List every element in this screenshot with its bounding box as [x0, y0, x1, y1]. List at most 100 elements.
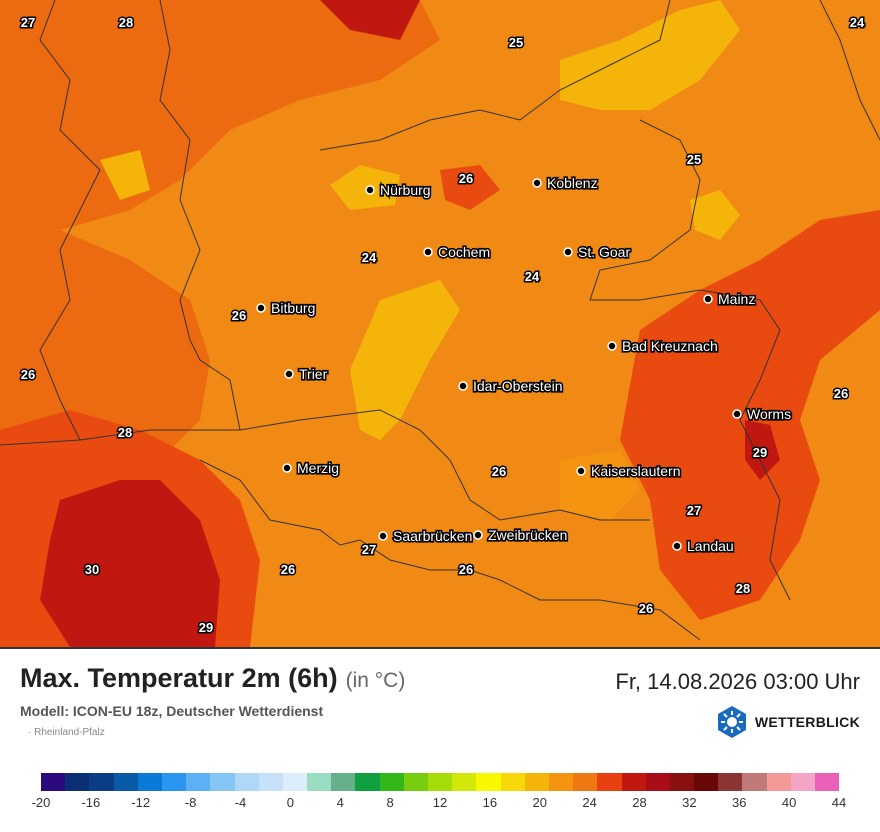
- city-dot: [732, 409, 742, 419]
- temperature-value: 24: [362, 250, 377, 265]
- border-north-east: [819, 0, 880, 141]
- temperature-value: 25: [687, 152, 701, 167]
- legend-swatch: [573, 773, 598, 791]
- legend-swatch: [307, 773, 332, 791]
- city-dot: [703, 294, 713, 304]
- city-label: Zweibrücken: [488, 527, 567, 543]
- title-text: Max. Temperatur 2m (6h): [20, 663, 338, 693]
- legend-tick-label: -12: [131, 795, 151, 810]
- wetterblick-brand[interactable]: WETTERBLICK: [715, 705, 860, 739]
- temperature-value: 26: [459, 562, 473, 577]
- temperature-value: 27: [687, 503, 701, 518]
- temperature-value: 28: [736, 581, 750, 596]
- legend-swatch: [186, 773, 211, 791]
- city-marker[interactable]: Merzig: [282, 458, 341, 478]
- temperature-value: 26: [21, 367, 35, 382]
- legend-swatch: [718, 773, 743, 791]
- city-dot: [563, 247, 573, 257]
- legend-tick-label: 32: [682, 795, 697, 810]
- city-label: Kaiserslautern: [591, 463, 681, 479]
- temperature-map: 27 28 25 24 26 25 24 24 26 26 26 28 29 26 27 27 30 26 26 28…: [0, 0, 880, 647]
- city-dot: [365, 185, 375, 195]
- wetterblick-logo-icon: [717, 706, 746, 738]
- legend-swatch: [548, 773, 574, 791]
- city-marker[interactable]: Trier: [284, 364, 329, 384]
- temperature-value: 25: [509, 35, 523, 50]
- model-info: Modell: ICON-EU 18z, Deutscher Wetterdie…: [20, 703, 324, 719]
- legend-tick-label: -8: [184, 795, 197, 810]
- city-label: Bitburg: [271, 300, 315, 316]
- legend-tick-label: 40: [781, 795, 797, 810]
- legend-swatch: [89, 773, 114, 791]
- border-france: [199, 459, 701, 641]
- border-north: [319, 0, 671, 151]
- city-marker[interactable]: Kaiserslautern: [576, 461, 682, 481]
- legend-swatch: [113, 773, 138, 791]
- legend-swatch: [65, 773, 90, 791]
- temperature-value: 26: [492, 464, 506, 479]
- city-dot: [423, 247, 433, 257]
- city-dot: [256, 303, 266, 313]
- city-dot: [532, 178, 542, 188]
- temperature-value: 26: [459, 171, 473, 186]
- very-hot-zone-south-west: [40, 480, 220, 647]
- map-canvas: 27 28 25 24 26 25 24 24 26 26 26 28 29 26 27 27 30 26 26 28…: [0, 0, 880, 647]
- hot-spot-north: [320, 0, 420, 40]
- legend-swatch: [428, 773, 453, 791]
- city-marker[interactable]: Zweibrücken: [473, 525, 569, 545]
- map-title: Max. Temperatur 2m (6h) (in °C): [20, 663, 405, 694]
- city-marker[interactable]: Mainz: [703, 289, 757, 309]
- legend-tick-label: -20: [31, 795, 51, 810]
- forecast-datetime: Fr, 14.08.2026 03:00 Uhr: [615, 669, 860, 694]
- city-marker[interactable]: Saarbrücken: [378, 526, 474, 546]
- temperature-value: 27: [21, 15, 35, 30]
- city-dot: [576, 466, 586, 476]
- legend-tick-label: 36: [732, 795, 747, 810]
- legend-swatch: [331, 773, 356, 791]
- city-marker[interactable]: Bitburg: [256, 298, 317, 318]
- legend-swatch: [500, 773, 525, 791]
- temperature-value: 24: [525, 269, 540, 284]
- city-marker[interactable]: Worms: [732, 404, 793, 424]
- legend-swatch: [597, 773, 622, 791]
- city-dot: [607, 341, 617, 351]
- temperature-values: 27 28 25 24 26 25 24 24 26 26 26 28 29 26 27 27 30 26 26 28…: [19, 14, 866, 637]
- legend-swatch: [403, 773, 428, 791]
- city-label: Idar-Oberstein: [473, 378, 562, 394]
- city-marker[interactable]: St. Goar: [563, 242, 632, 262]
- legend-swatch: [210, 773, 235, 791]
- legend-tick-label: 44: [831, 795, 847, 810]
- city-marker[interactable]: Landau: [672, 536, 735, 556]
- city-marker[interactable]: Idar-Oberstein: [458, 376, 564, 396]
- legend-tick-label: 8: [386, 795, 394, 810]
- legend-swatch: [669, 773, 695, 791]
- city-marker[interactable]: Cochem: [423, 242, 492, 262]
- legend-tick-label: 16: [482, 795, 498, 810]
- legend-swatch: [282, 773, 308, 791]
- city-label: Nürburg: [380, 182, 431, 198]
- legend-tick-label: -16: [81, 795, 101, 810]
- city-dot: [672, 541, 682, 551]
- legend-tick-label: 4: [336, 795, 344, 810]
- temperature-value: 26: [834, 386, 848, 401]
- legend-swatch: [815, 773, 840, 791]
- city-marker[interactable]: Bad Kreuznach: [607, 336, 719, 356]
- legend-swatch: [524, 773, 549, 791]
- city-marker[interactable]: Nürburg: [365, 180, 432, 200]
- city-label: Cochem: [438, 244, 490, 260]
- city-dot: [458, 381, 468, 391]
- temperature-value: 24: [850, 15, 865, 30]
- city-label: Saarbrücken: [393, 528, 472, 544]
- legend-swatch: [355, 773, 380, 791]
- border-east: [589, 119, 791, 601]
- legend-swatch: [161, 773, 187, 791]
- city-marker[interactable]: Koblenz: [532, 173, 599, 193]
- temperature-value: 30: [85, 562, 99, 577]
- temperature-value: 27: [362, 542, 376, 557]
- region-label: · Rheinland-Pfalz: [28, 727, 105, 738]
- city-dot: [284, 369, 294, 379]
- temperature-value: 28: [118, 425, 132, 440]
- map-footer: Max. Temperatur 2m (6h) (in °C) Fr, 14.08…: [0, 647, 880, 832]
- brand-name: WETTERBLICK: [754, 714, 860, 730]
- city-dot: [282, 463, 292, 473]
